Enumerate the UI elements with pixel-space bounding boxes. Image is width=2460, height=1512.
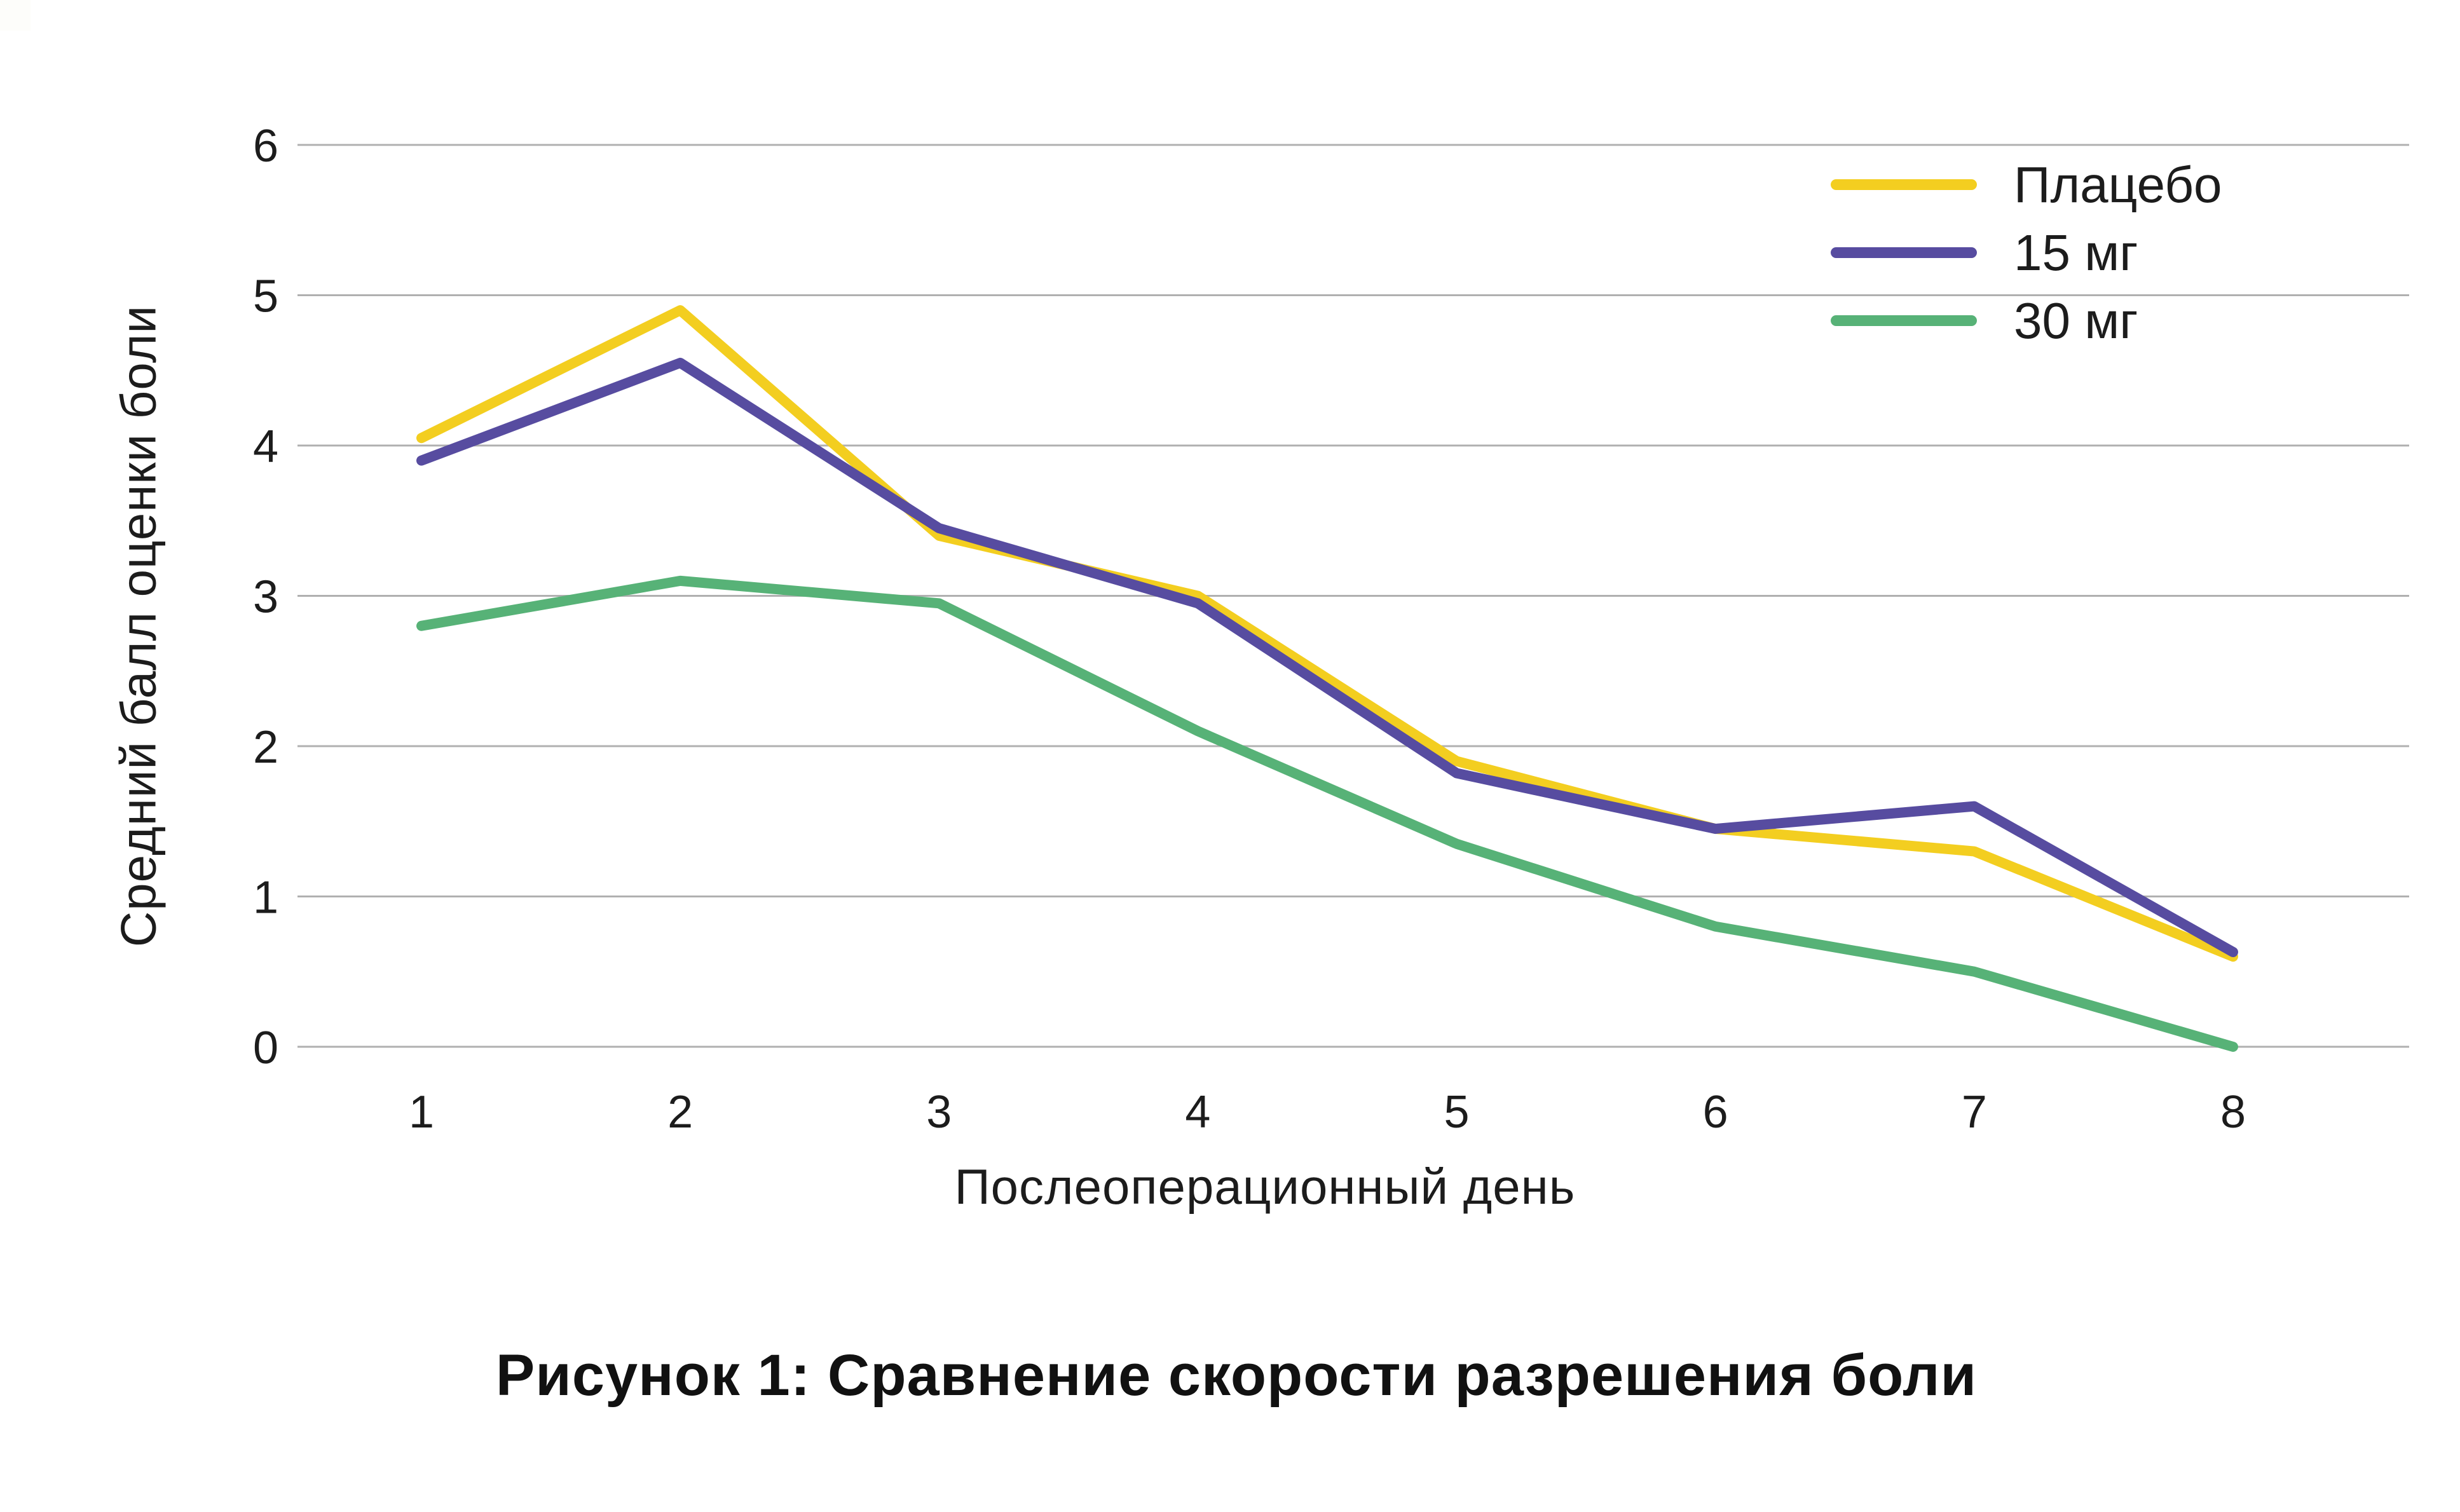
legend-label: 15 мг — [2014, 224, 2138, 281]
legend-label: Плацебо — [2014, 156, 2222, 213]
y-tick-label-2: 2 — [253, 722, 278, 773]
figure-caption: Рисунок 1: Сравнение скорости разрешения… — [495, 1343, 1978, 1408]
legend-swatch-30mg — [1831, 315, 1977, 326]
series-line-0 — [416, 305, 2238, 962]
series-line-1 — [416, 357, 2238, 958]
x-tick-label-2: 2 — [667, 1087, 693, 1138]
x-tick-label-5: 5 — [1444, 1087, 1470, 1138]
legend-swatch-placebo — [1831, 179, 1977, 190]
x-tick-label-1: 1 — [409, 1087, 434, 1138]
x-tick-label-4: 4 — [1185, 1087, 1210, 1138]
legend-item-placebo: Плацебо — [1831, 151, 2222, 219]
legend-item-30mg: 30 мг — [1831, 287, 2222, 355]
legend-label: 30 мг — [2014, 292, 2138, 349]
corner-artifact — [0, 0, 31, 31]
y-tick-label-5: 5 — [253, 271, 278, 322]
x-tick-label-8: 8 — [2220, 1087, 2246, 1138]
series-line-2 — [416, 575, 2238, 1052]
y-tick-label-0: 0 — [253, 1023, 278, 1073]
y-tick-label-3: 3 — [253, 572, 278, 623]
x-tick-label-6: 6 — [1703, 1087, 1728, 1138]
y-axis-title: Средний балл оценки боли — [110, 304, 167, 948]
x-axis-title: Послеоперационный день — [954, 1159, 1576, 1215]
x-tick-label-3: 3 — [926, 1087, 952, 1138]
legend-item-15mg: 15 мг — [1831, 219, 2222, 287]
legend-swatch-15mg — [1831, 247, 1977, 258]
legend: Плацебо 15 мг 30 мг — [1831, 151, 2222, 355]
y-tick-label-1: 1 — [253, 873, 278, 923]
y-tick-label-6: 6 — [253, 121, 278, 172]
y-tick-label-4: 4 — [253, 421, 278, 472]
x-tick-label-7: 7 — [1962, 1087, 1987, 1138]
